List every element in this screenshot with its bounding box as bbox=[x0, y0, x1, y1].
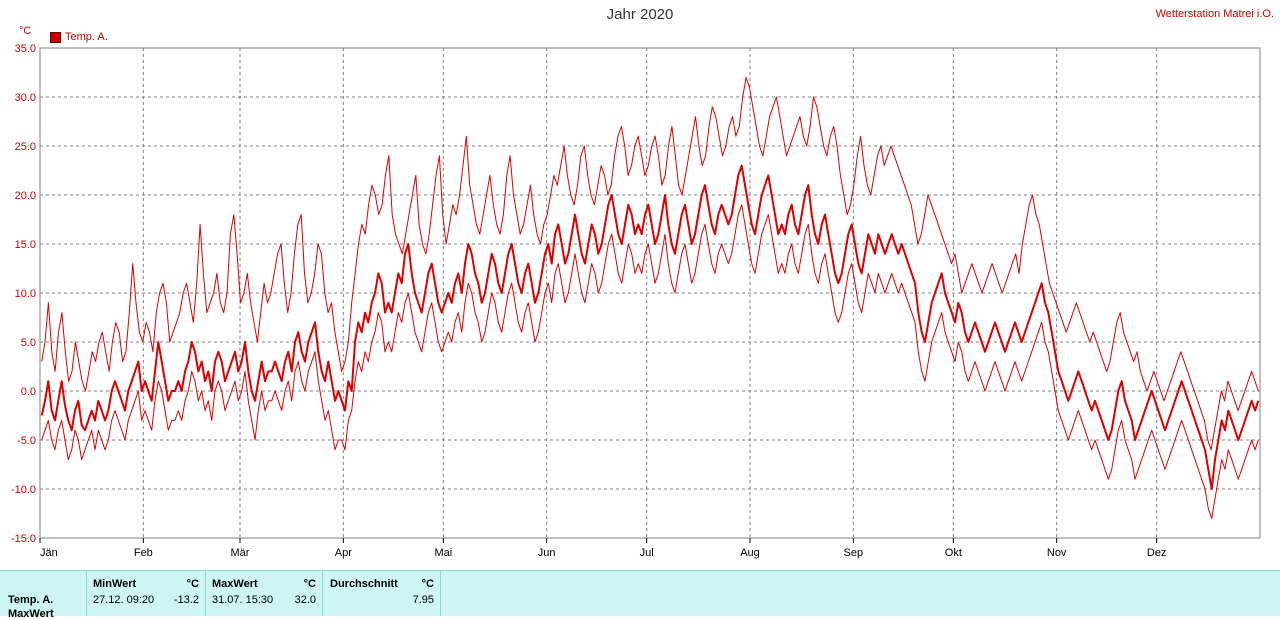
max-header: MaxWert bbox=[212, 578, 258, 590]
stats-row-label-2: MaxWert bbox=[8, 608, 54, 620]
legend: Temp. A. bbox=[50, 31, 108, 43]
x-tick-label: Sep bbox=[844, 547, 864, 559]
y-tick-label: 15.0 bbox=[15, 239, 36, 251]
x-tick-label: Jän bbox=[40, 547, 58, 559]
x-tick-label: Jun bbox=[538, 547, 556, 559]
x-tick-label: Mär bbox=[231, 547, 250, 559]
y-tick-label: 25.0 bbox=[15, 141, 36, 153]
avg-header: Durchschnitt bbox=[330, 578, 398, 590]
stats-row-label: Temp. A. bbox=[8, 594, 54, 606]
y-tick-label: 10.0 bbox=[15, 288, 36, 300]
avg-unit: °C bbox=[421, 578, 434, 590]
station-name: Wetterstation Matrei i.O. bbox=[1155, 8, 1274, 20]
y-tick-label: 20.0 bbox=[15, 190, 36, 202]
x-tick-label: Feb bbox=[134, 547, 153, 559]
y-tick-label: 35.0 bbox=[15, 43, 36, 55]
x-tick-label: Apr bbox=[335, 547, 352, 559]
y-tick-label: -5.0 bbox=[17, 435, 36, 447]
min-time: 27.12. 09:20 bbox=[93, 594, 155, 606]
x-tick-label: Jul bbox=[640, 547, 654, 559]
x-tick-label: Mai bbox=[434, 547, 452, 559]
x-tick-label: Nov bbox=[1047, 547, 1067, 559]
series-line-max bbox=[41, 76, 1259, 451]
stats-row-label-cell: Temp. A. MaxWert bbox=[0, 571, 87, 620]
legend-swatch bbox=[50, 31, 61, 43]
x-tick-label: Dez bbox=[1147, 547, 1167, 559]
stats-min-cell: MinWert °C 27.12. 09:20 -13.2 bbox=[87, 571, 206, 616]
y-tick-label: -15.0 bbox=[11, 533, 36, 545]
y-axis-unit: °C bbox=[19, 25, 32, 37]
series-line-mean bbox=[40, 164, 1260, 490]
avg-value: 7.95 bbox=[412, 594, 434, 606]
stats-avg-cell: Durchschnitt °C 7.95 bbox=[323, 571, 441, 616]
stats-max-cell: MaxWert °C 31.07. 15:30 32.0 bbox=[206, 571, 323, 616]
y-tick-label: 0.0 bbox=[21, 386, 36, 398]
series-line-min bbox=[41, 204, 1259, 519]
min-unit: °C bbox=[186, 578, 199, 590]
min-header: MinWert bbox=[93, 578, 137, 590]
max-unit: °C bbox=[303, 578, 316, 590]
y-tick-label: 5.0 bbox=[21, 337, 36, 349]
y-tick-label: 30.0 bbox=[15, 92, 36, 104]
temperature-chart: -15.0 -10.0 -5.0 0.0 5.0 10.0 15.0 20.0 25.0 30.0… bbox=[11, 43, 1261, 559]
y-tick-label: -10.0 bbox=[11, 484, 36, 496]
x-tick-label: Aug bbox=[740, 547, 760, 559]
min-value: -13.2 bbox=[173, 594, 199, 606]
max-time: 31.07. 15:30 bbox=[212, 594, 274, 606]
max-value: 32.0 bbox=[294, 594, 316, 606]
x-tick-label: Okt bbox=[945, 547, 962, 559]
chart-title: Jahr 2020 bbox=[606, 6, 674, 23]
stats-panel: Temp. A. MaxWert MinWert °C 27.12. 09:20… bbox=[0, 570, 1280, 620]
legend-label: Temp. A. bbox=[65, 31, 108, 43]
